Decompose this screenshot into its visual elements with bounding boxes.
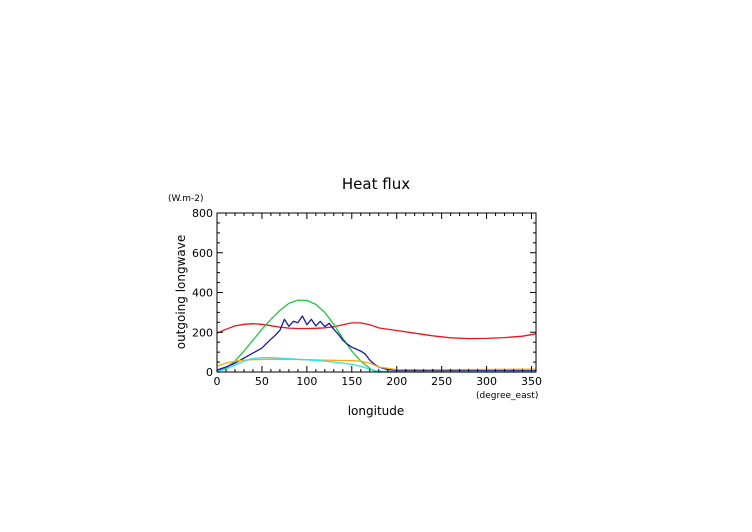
y-tick-label: 600 (192, 247, 213, 260)
x-axis-label: longitude (348, 404, 405, 418)
series-line-4 (216, 358, 537, 371)
x-tick-label: 350 (521, 375, 542, 388)
y-tick-label: 800 (192, 207, 213, 220)
x-tick-label: 150 (341, 375, 362, 388)
x-unit-label: (degree_east) (476, 391, 538, 401)
y-tick-label: 200 (192, 326, 213, 339)
y-tick-label: 0 (206, 366, 213, 379)
y-tick-label: 400 (192, 287, 213, 300)
y-axis-label: outgoing longwave (174, 235, 188, 350)
series-line-2 (216, 299, 536, 373)
series-layer (216, 299, 537, 373)
plot-frame (216, 212, 537, 373)
series-line-1 (216, 322, 537, 340)
chart-title: Heat flux (342, 175, 410, 193)
y-unit-label: (W.m-2) (168, 194, 204, 204)
x-tick-label: 250 (431, 375, 452, 388)
x-tick-label: 50 (255, 375, 269, 388)
x-tick-label: 100 (296, 375, 317, 388)
series-line-5 (216, 357, 536, 373)
tick-layer: 0 50 100 150 200 250 300 350 0 200 400 600 800 (192, 207, 542, 388)
x-tick-label: 200 (386, 375, 407, 388)
x-tick-label: 300 (476, 375, 497, 388)
x-tick-label: 0 (214, 375, 221, 388)
series-line-3 (216, 315, 536, 372)
